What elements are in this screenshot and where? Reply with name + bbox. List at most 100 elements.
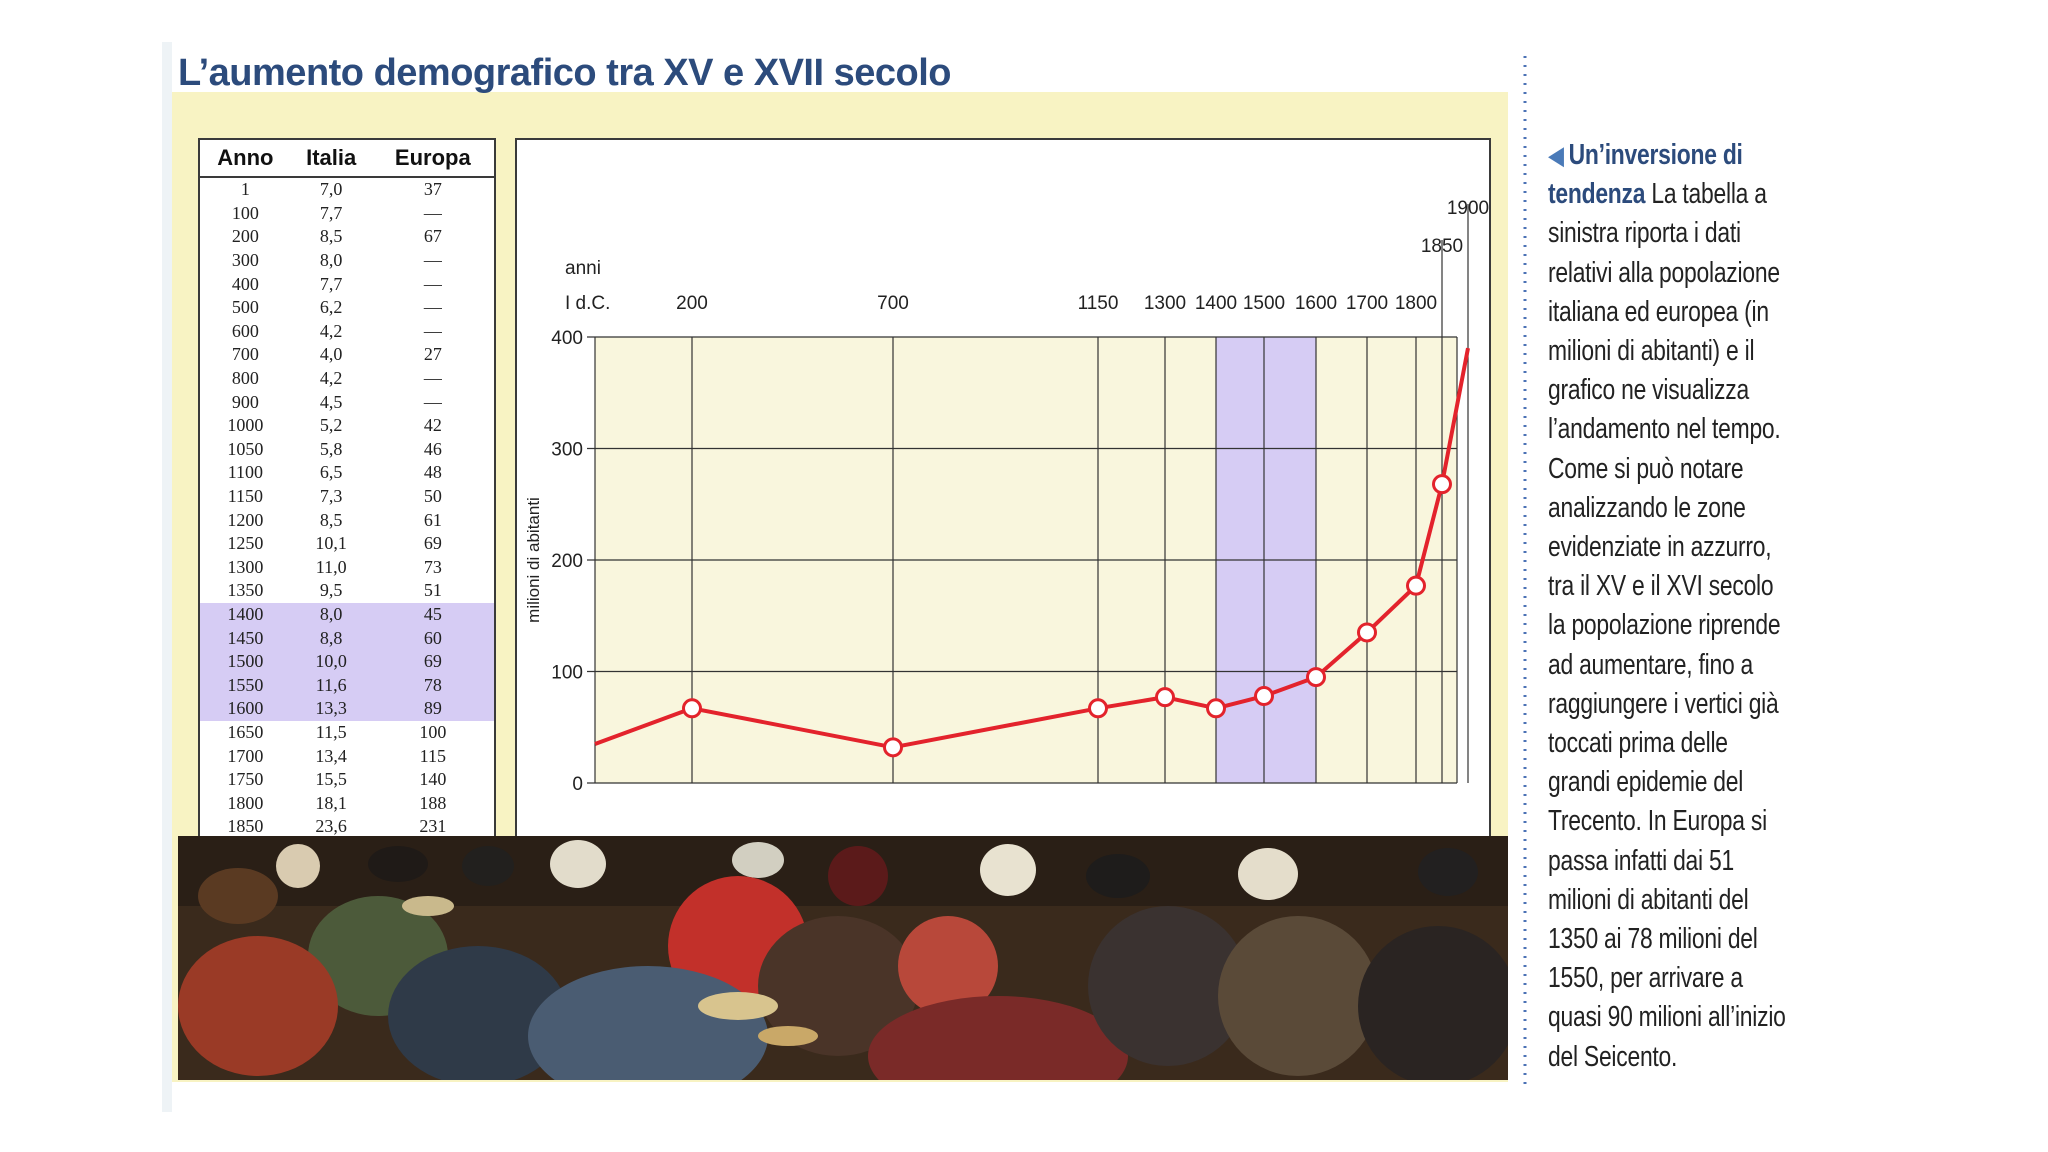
italia-cell: 7,7 — [319, 202, 343, 223]
triangle-left-icon: ◀ — [1548, 140, 1564, 170]
year-cell: 1650 — [227, 721, 264, 742]
italia-cell: 4,5 — [319, 391, 343, 412]
y-axis-label: milioni di abitanti — [524, 497, 543, 623]
europa-cell: 42 — [423, 415, 442, 436]
table-row: 1850 23,6 231 — [200, 815, 494, 839]
year-cell: 400 — [231, 273, 259, 294]
data-point — [1088, 698, 1108, 719]
year-cell: 1300 — [227, 556, 264, 577]
year-cell: 1350 — [227, 580, 264, 601]
table-row: 1 7,0 37 — [200, 177, 494, 202]
europa-cell: 67 — [423, 226, 442, 247]
year-cell: 1200 — [227, 509, 264, 530]
chart-box: 0 100 200 300 400 I d.C. 200 700 1150 1300 1400 150… — [515, 138, 1491, 847]
table-row: 800 4,2 — — [200, 367, 494, 391]
year-cell: 1800 — [227, 792, 264, 813]
column-header-europa: Europa — [371, 140, 494, 178]
italia-cell: 11,0 — [315, 556, 347, 577]
table-row: 1450 8,8 60 — [200, 626, 494, 650]
year-cell: 1 — [240, 179, 250, 200]
europa-cell: — — [423, 297, 442, 318]
year-cell: 1750 — [227, 769, 264, 790]
europa-cell: 37 — [423, 179, 442, 200]
europa-cell: — — [423, 391, 442, 412]
europa-cell: 89 — [371, 697, 494, 721]
europa-cell: — — [423, 202, 442, 223]
x-tick-label: 1300 — [1144, 293, 1186, 314]
italia-cell: 4,2 — [319, 368, 343, 389]
x-tick-label: 1500 — [1243, 293, 1285, 314]
italia-cell: 5,2 — [319, 415, 343, 436]
year-cell: 1550 — [200, 673, 291, 698]
table-row: 1650 11,5 100 — [200, 721, 494, 745]
year-cell: 1050 — [227, 438, 264, 459]
year-cell: 200 — [231, 226, 259, 247]
x-axis-label: anni — [565, 258, 601, 279]
table-row: 700 4,0 27 — [200, 343, 494, 367]
table-row: 1250 10,1 69 — [200, 532, 494, 556]
x-tick-label: 1700 — [1346, 293, 1388, 314]
europa-cell: 140 — [419, 769, 447, 790]
table-row: 1050 5,8 46 — [200, 438, 494, 462]
year-cell: 1600 — [200, 697, 291, 721]
population-line-chart: 0 100 200 300 400 I d.C. 200 700 1150 1300 1400 150… — [524, 198, 1489, 795]
table-row: 1800 18,1 188 — [200, 791, 494, 815]
sidebar-text: ◀ Un’inversione di tendenza La tabella a … — [1548, 136, 1788, 1077]
data-point — [883, 737, 903, 758]
italia-cell: 23,6 — [315, 816, 347, 837]
y-tick-label: 400 — [551, 328, 583, 349]
table-header-row: Anno Italia Europa — [200, 140, 494, 178]
italia-cell: 8,0 — [290, 602, 372, 627]
data-point — [1206, 698, 1226, 719]
sidebar-body: La tabella a sinistra riporta i dati rel… — [1548, 178, 1786, 1073]
italia-cell: 13,3 — [290, 697, 372, 721]
italia-cell: 15,5 — [315, 769, 347, 790]
table-row: 1600 13,3 89 — [200, 697, 494, 721]
x-tick-label: 1150 — [1078, 293, 1119, 314]
europa-cell: — — [423, 368, 442, 389]
italia-cell: 7,7 — [319, 273, 343, 294]
italia-cell: 7,3 — [319, 486, 343, 507]
y-tick-label: 100 — [551, 663, 583, 684]
table-row: 1750 15,5 140 — [200, 768, 494, 792]
italia-cell: 7,0 — [319, 179, 343, 200]
europa-cell: 69 — [371, 649, 494, 674]
europa-cell: 27 — [423, 344, 442, 365]
data-point — [1432, 474, 1452, 495]
column-header-italia: Italia — [290, 140, 372, 178]
year-cell: 900 — [231, 391, 259, 412]
data-point — [1406, 575, 1426, 596]
europa-cell: — — [423, 273, 442, 294]
italia-cell: 8,8 — [290, 626, 372, 650]
italia-cell: 11,6 — [290, 673, 372, 698]
italia-cell: 4,0 — [319, 344, 343, 365]
europa-cell: — — [423, 250, 442, 271]
europa-cell: 115 — [419, 745, 446, 766]
x-tick-label: 1850 — [1421, 236, 1463, 257]
year-cell: 1150 — [227, 486, 264, 507]
data-point — [1306, 667, 1326, 688]
table-row: 400 7,7 — — [200, 272, 494, 296]
europa-cell: 231 — [419, 816, 447, 837]
europa-cell: 60 — [371, 626, 494, 650]
y-tick-label: 300 — [551, 440, 583, 461]
italia-cell: 6,2 — [319, 297, 343, 318]
year-cell: 1250 — [227, 533, 264, 554]
italia-cell: 18,1 — [315, 792, 347, 813]
page-edge-strip — [162, 42, 172, 1112]
table-row: 200 8,5 67 — [200, 225, 494, 249]
year-cell: 1400 — [200, 602, 291, 627]
italia-cell: 5,8 — [319, 438, 343, 459]
table-row: 1200 8,5 61 — [200, 508, 494, 532]
year-cell: 800 — [231, 368, 259, 389]
europa-cell: 50 — [423, 486, 442, 507]
dotted-separator — [1523, 56, 1527, 1086]
table-row: 600 4,2 — — [200, 320, 494, 344]
year-cell: 1100 — [227, 462, 264, 483]
year-cell: 1700 — [227, 745, 264, 766]
x-tick-label: 1600 — [1295, 293, 1337, 314]
year-cell: 1000 — [227, 415, 264, 436]
europa-cell: — — [423, 320, 442, 341]
table-row: 500 6,2 — — [200, 296, 494, 320]
